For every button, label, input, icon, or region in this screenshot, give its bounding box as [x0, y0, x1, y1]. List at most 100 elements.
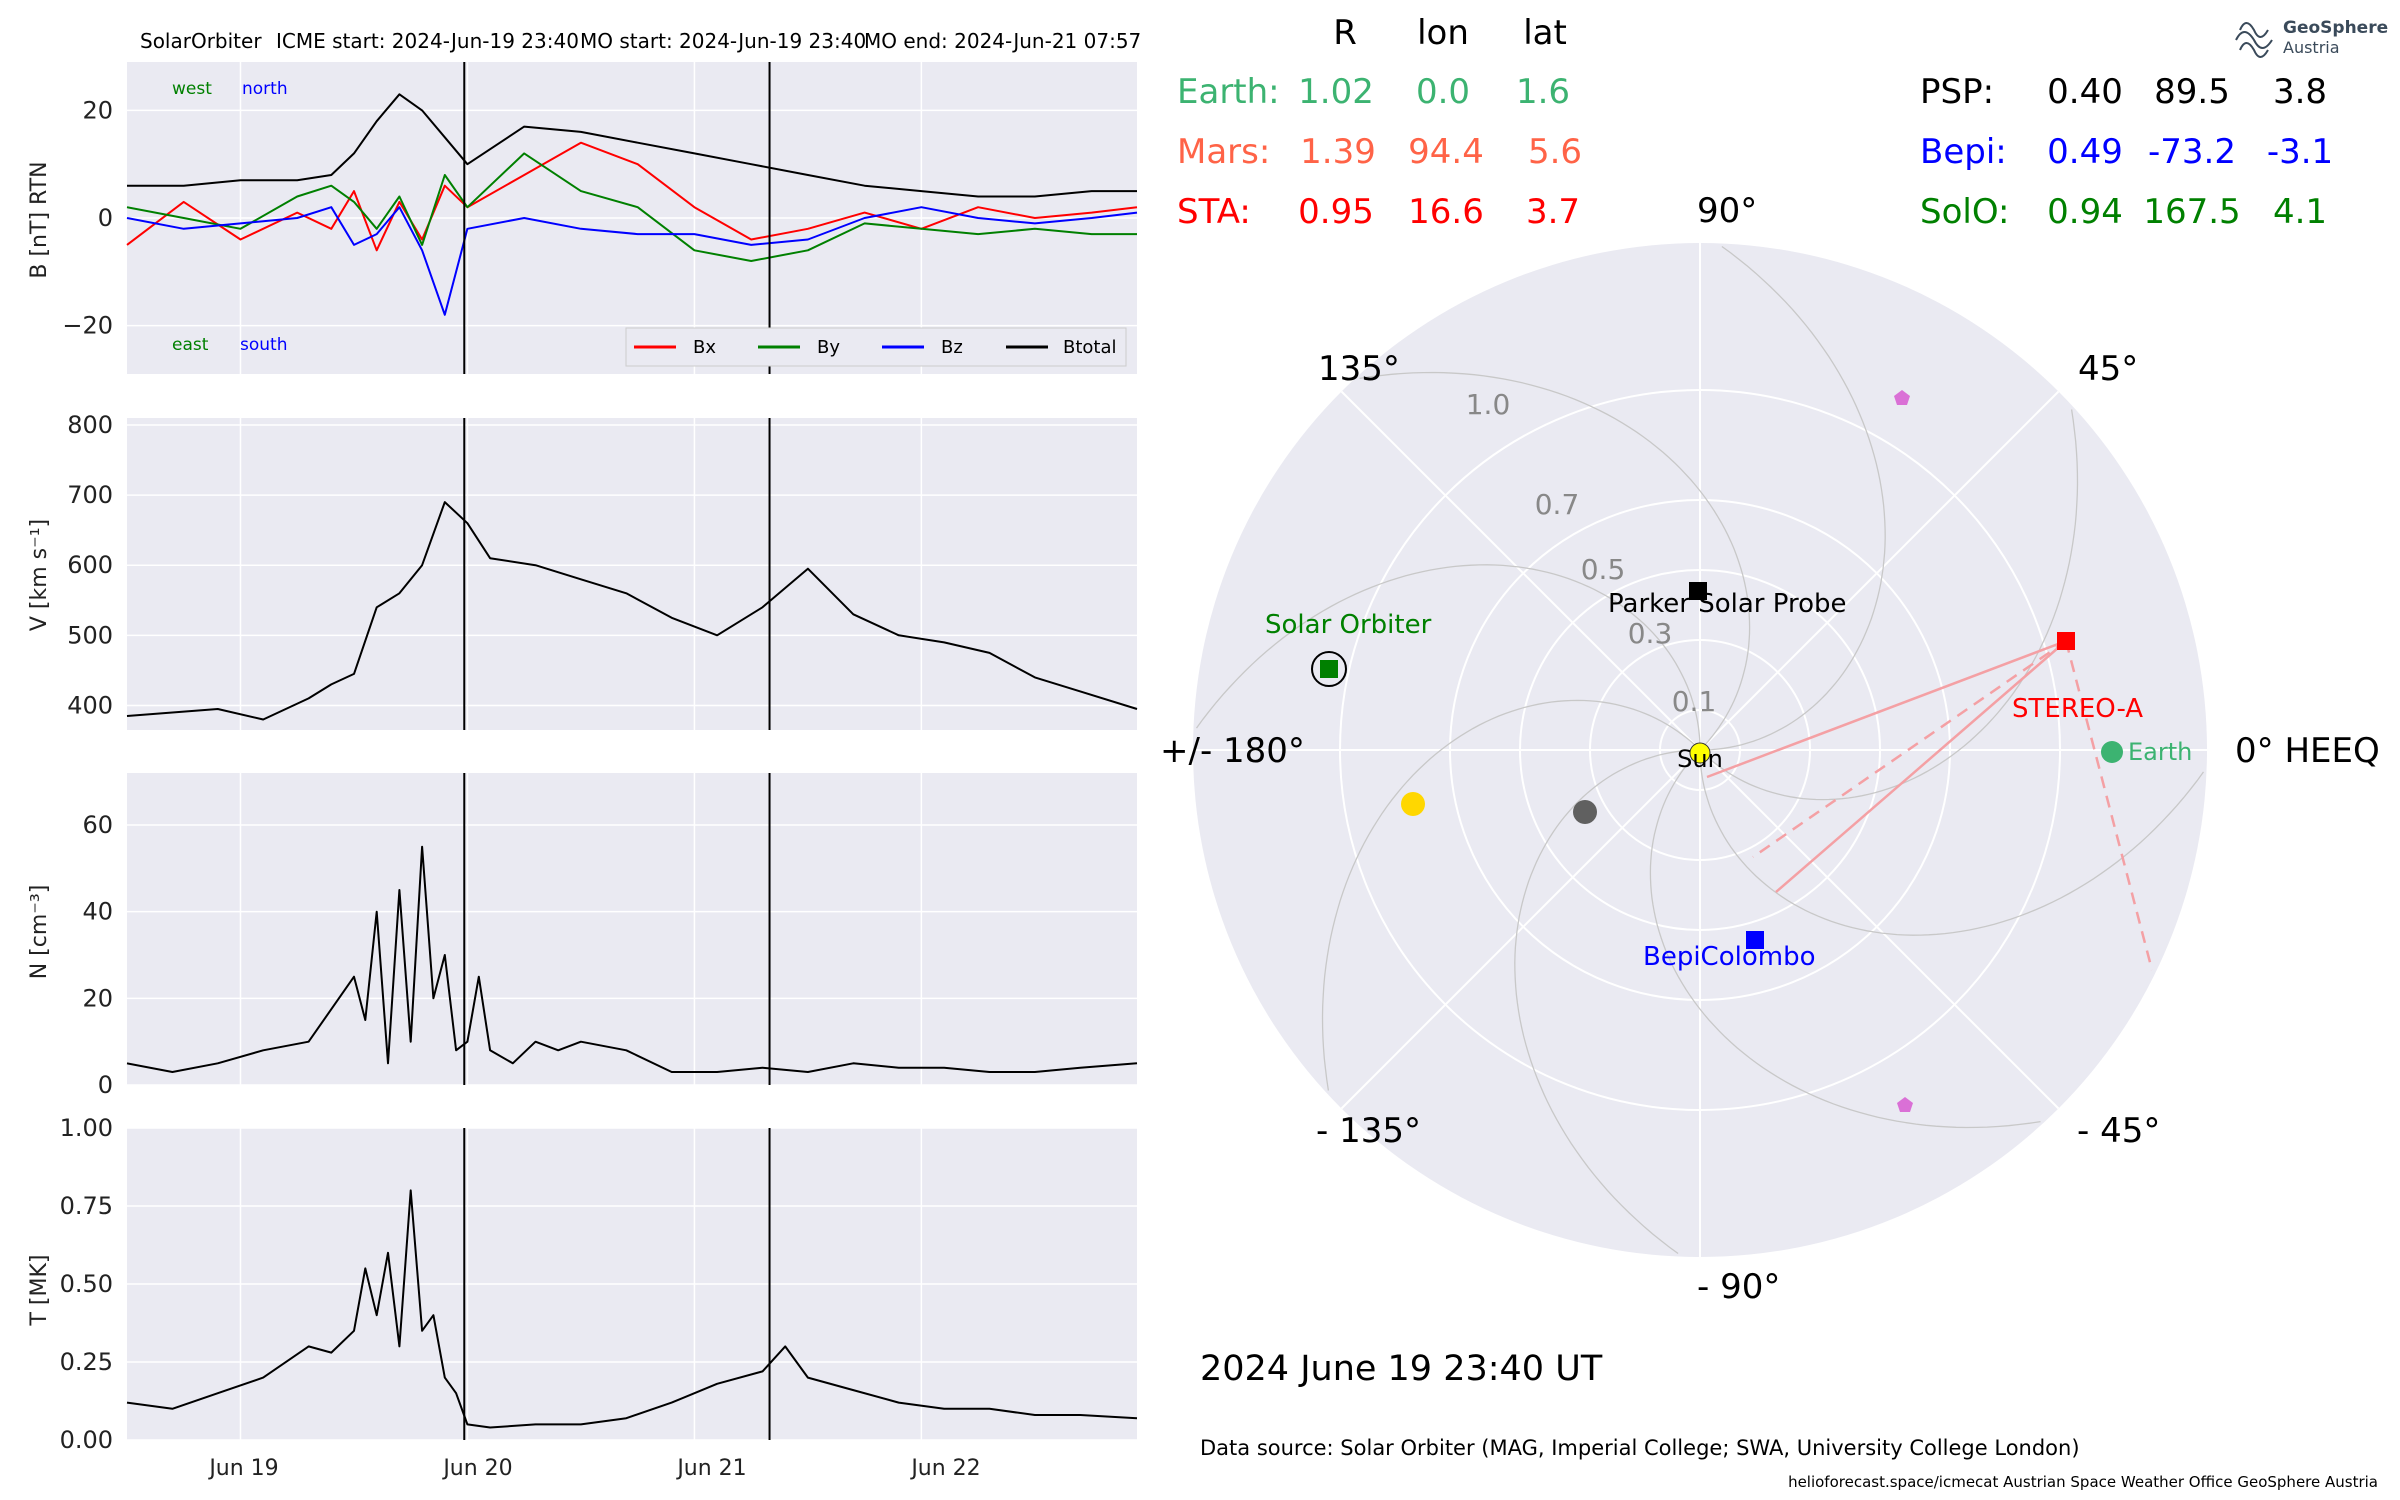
fov-line — [1775, 640, 2067, 893]
solar-orbiter-label: Solar Orbiter — [1265, 610, 1432, 640]
polar-spoke — [1699, 749, 2060, 1110]
annotation-east: east — [172, 335, 209, 355]
parker-spiral — [1649, 749, 2041, 1129]
polar-spoke — [1340, 749, 1701, 1110]
ytick-label: 0 — [98, 204, 113, 232]
ytick-label: 500 — [67, 621, 113, 649]
outer-body-marker — [1894, 390, 1910, 405]
row-lat: 1.6 — [1516, 72, 1570, 112]
table-row-solo: SolO: 0.94 167.5 4.1 — [1920, 192, 2327, 232]
row-r: 1.39 — [1300, 132, 1376, 172]
solo-highlight-ring — [1311, 651, 1347, 687]
table-row-psp: PSP: 0.40 89.5 3.8 — [1920, 72, 2327, 112]
ytick-label: −20 — [62, 312, 113, 340]
fov-line — [1706, 639, 2067, 779]
polar-grid — [1193, 243, 2207, 1257]
polar-spoke — [1340, 390, 1701, 751]
series-n — [126, 845, 1138, 1073]
parker-spiral — [1699, 245, 1886, 751]
row-lat: 5.6 — [1528, 132, 1582, 172]
title-icme-start: ICME start: 2024-Jun-19 23:40 — [276, 29, 579, 53]
ylabel-n: N [cm⁻³] — [27, 885, 52, 980]
sun-marker — [1689, 742, 1711, 764]
credits: helioforecast.space/icmecat Austrian Spa… — [1788, 1473, 2378, 1491]
y-axis-labels: B [nT] RTN V [km s⁻¹] N [cm⁻³] T [MK] — [27, 161, 52, 1326]
panel-V: 800 700 600 500 400 — [67, 411, 1138, 730]
r-label-0.7: 0.7 — [1535, 488, 1580, 521]
series-t — [126, 1189, 1138, 1429]
series-bz — [126, 206, 1138, 316]
outer-body-marker — [1897, 1097, 1913, 1112]
logo-line1: GeoSphere — [2283, 18, 2388, 38]
ytick-label: 1.00 — [60, 1114, 113, 1142]
ytick-label: 0.00 — [60, 1426, 113, 1454]
r-label-1.0: 1.0 — [1466, 388, 1511, 421]
row-lon: 0.0 — [1416, 72, 1470, 112]
xtick-jun22: Jun 22 — [909, 1456, 980, 1481]
legend-label-btotal: Btotal — [1063, 337, 1117, 358]
theta-label-minus135: - 135° — [1316, 1111, 1421, 1151]
ylabel-b: B [nT] RTN — [27, 161, 52, 278]
geosphere-logo: GeoSphere Austria — [2235, 18, 2388, 58]
table-header-lat: lat — [1523, 13, 1567, 53]
parker-spiral — [1359, 371, 1751, 751]
row-name: Earth: — [1177, 72, 1280, 112]
ytick-label: 20 — [82, 96, 113, 124]
table-header-lon: lon — [1417, 13, 1469, 53]
legend-label-by: By — [817, 337, 840, 358]
panel-bg — [127, 773, 1137, 1085]
table-row-sta: STA: 0.95 16.6 3.7 — [1177, 192, 1580, 232]
bepicolombo-marker — [1746, 931, 1764, 949]
row-r: 0.94 — [2047, 192, 2123, 232]
sun-label: Sun — [1677, 745, 1723, 773]
r-label-0.3: 0.3 — [1628, 617, 1673, 650]
data-source: Data source: Solar Orbiter (MAG, Imperia… — [1200, 1436, 2080, 1460]
row-lon: 94.4 — [1408, 132, 1484, 172]
ytick-label: 60 — [82, 811, 113, 839]
panel-T: 1.00 0.75 0.50 0.25 0.00 — [60, 1114, 1138, 1454]
ytick-label: 700 — [67, 481, 113, 509]
polar-theta-labels: 0° HEEQ 45° 90° 135° +/- 180° - 135° - 9… — [1160, 191, 2380, 1307]
fov-line-dashed — [1752, 639, 2067, 859]
earth-marker — [2101, 741, 2123, 763]
row-lat: 4.1 — [2273, 192, 2327, 232]
polar-plot: 0.1 0.3 0.5 0.7 1.0 0° HEEQ 45° 90° 135°… — [1160, 191, 2380, 1307]
series-by — [126, 152, 1137, 262]
row-r: 0.95 — [1298, 192, 1374, 232]
row-name: PSP: — [1920, 72, 1994, 112]
ytick-label: 20 — [82, 984, 113, 1012]
r-label-0.5: 0.5 — [1581, 553, 1626, 586]
ytick-label: 0.25 — [60, 1348, 113, 1376]
series-btotal — [127, 93, 1137, 198]
legend-label-bz: Bz — [941, 337, 963, 358]
row-lon: 89.5 — [2154, 72, 2230, 112]
row-r: 1.02 — [1298, 72, 1374, 112]
fov-line-dashed — [2064, 640, 2154, 971]
row-lat: 3.7 — [1526, 192, 1580, 232]
annotation-west: west — [172, 79, 212, 99]
parker-spiral — [1699, 749, 2205, 936]
row-r: 0.40 — [2047, 72, 2123, 112]
ylabel-v: V [km s⁻¹] — [27, 519, 52, 631]
annotation-north: north — [242, 79, 288, 99]
parker-spiral — [1514, 749, 1701, 1255]
xtick-jun20: Jun 20 — [441, 1456, 512, 1481]
ytick-label: 0.50 — [60, 1270, 113, 1298]
x-axis-ticks: Jun 19 Jun 20 Jun 21 Jun 22 — [207, 1456, 980, 1481]
row-name: STA: — [1177, 192, 1251, 232]
table-header-r: R — [1333, 13, 1357, 53]
row-name: Mars: — [1177, 132, 1270, 172]
legend-label-bx: Bx — [693, 337, 716, 358]
plot-date: 2024 June 19 23:40 UT — [1200, 1349, 1603, 1389]
title-mo-end: MO end: 2024-Jun-21 07:57 — [864, 29, 1141, 53]
table-row-mars: Mars: 1.39 94.4 5.6 — [1177, 132, 1582, 172]
ytick-label: 800 — [67, 411, 113, 439]
solar-orbiter-marker — [1320, 660, 1338, 678]
venus-marker — [1401, 792, 1425, 816]
polar-markers: Sun Earth STEREO-A Parker Solar Probe Be… — [1265, 390, 2192, 1112]
mercury-marker — [1573, 800, 1597, 824]
title-spacecraft: SolarOrbiter — [140, 29, 262, 53]
parker-spiral — [1195, 564, 1701, 751]
row-name: Bepi: — [1920, 132, 2007, 172]
psp-marker — [1689, 582, 1707, 600]
